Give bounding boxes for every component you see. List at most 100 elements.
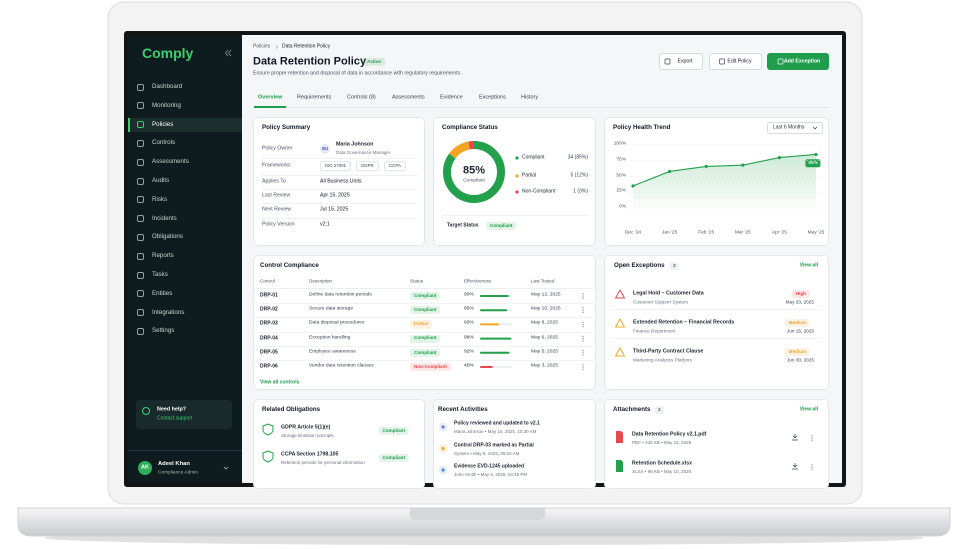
- range-select[interactable]: [767, 122, 823, 134]
- legend-label: Non-Compliant: [522, 188, 556, 195]
- nav-icon: [137, 177, 144, 185]
- nav-active-bg: [129, 117, 242, 132]
- effectiveness-label: 90%: [464, 292, 474, 298]
- row-divider: [253, 345, 596, 347]
- activity-meta: John Smith • May 6, 2025, 04:45 PM: [454, 471, 528, 477]
- legend-label: Compliant: [522, 154, 545, 161]
- obligation-subtitle: Storage limitation principle: [281, 432, 334, 438]
- table-header-line: [253, 288, 596, 289]
- y-tick-label: 50%: [616, 173, 626, 179]
- card-title: Related Obligations: [262, 405, 321, 413]
- exception-title: Extended Retention – Financial Records: [633, 319, 735, 326]
- y-tick-label: 25%: [616, 188, 626, 194]
- tab-border: [253, 107, 829, 108]
- action-button[interactable]: [767, 53, 829, 70]
- action-button[interactable]: [709, 53, 762, 70]
- action-button[interactable]: [659, 53, 703, 70]
- exception-date: Jun 30, 2025: [786, 357, 814, 363]
- owner-avatar: [320, 144, 330, 154]
- priority-chip: High: [791, 289, 810, 299]
- column-header: Description: [309, 278, 332, 284]
- x-tick-label: Dec '24: [624, 230, 642, 236]
- card-link[interactable]: View all: [799, 406, 818, 413]
- exception-subtitle: Marketing Analytics Platform: [633, 357, 693, 363]
- breadcrumb[interactable]: Policies: [253, 43, 271, 50]
- activity-meta: System • May 8, 2025, 09:15 AM: [454, 450, 520, 456]
- tab[interactable]: Controls (8): [347, 94, 376, 101]
- exception-subtitle: Finance Department: [633, 328, 676, 334]
- nav-item[interactable]: Tasks: [152, 270, 168, 278]
- nav-item[interactable]: Settings: [152, 327, 175, 335]
- row-divider: [262, 188, 417, 190]
- nav-item[interactable]: Assessments: [152, 158, 189, 166]
- control-id: DRP-02: [260, 306, 278, 313]
- nav-item[interactable]: Obligations: [152, 233, 183, 241]
- help-link[interactable]: Contact support: [157, 415, 193, 422]
- action-label[interactable]: Export: [677, 57, 693, 64]
- row-divider: [253, 331, 596, 333]
- row-divider: [262, 174, 417, 176]
- nav-item[interactable]: Controls: [152, 139, 176, 147]
- framework-chip: CCPA: [384, 161, 406, 171]
- attachment-meta: XLSX • 98 KB • May 10, 2025: [632, 468, 692, 474]
- obligation-subtitle: Retention periods for personal informati…: [281, 459, 365, 465]
- x-tick-label: May '25: [807, 230, 825, 236]
- activity-title: Evidence EVD-1245 uploaded: [454, 463, 525, 470]
- x-tick-label: Apr '25: [771, 230, 787, 236]
- tab[interactable]: Assessments: [392, 94, 425, 101]
- control-description: Vendor data retention clauses: [309, 363, 374, 369]
- framework-chip: GDPR: [356, 161, 379, 171]
- nav-item[interactable]: Integrations: [152, 308, 185, 316]
- action-label[interactable]: Add Exception: [783, 57, 821, 64]
- card-link[interactable]: View all: [799, 262, 818, 269]
- related-obligations-card: [253, 399, 425, 489]
- action-label[interactable]: Edit Policy: [727, 57, 752, 64]
- activity-title: Control DRP-03 marked as Partial: [454, 442, 534, 448]
- tab[interactable]: Overview: [258, 94, 283, 101]
- nav-item[interactable]: Incidents: [152, 214, 177, 222]
- control-id: DRP-04: [260, 335, 278, 342]
- exception-subtitle: Customer Support System: [633, 299, 688, 305]
- nav-icon: [137, 158, 144, 166]
- nav-item[interactable]: Reports: [152, 252, 174, 260]
- nav-item[interactable]: Audits: [152, 176, 170, 184]
- control-description: Data disposal procedures: [309, 320, 365, 326]
- count-chip: 3: [670, 262, 679, 270]
- range-label[interactable]: Last 6 Months: [773, 124, 805, 131]
- card-title: Compliance Status: [442, 123, 498, 131]
- tab[interactable]: Exceptions: [479, 94, 506, 101]
- owner-initials: MJ: [322, 145, 328, 151]
- nav-item[interactable]: Risks: [152, 195, 168, 203]
- nav-item[interactable]: Policies: [152, 120, 174, 128]
- target-label: Target Status: [447, 222, 479, 229]
- tab[interactable]: Requirements: [297, 94, 332, 101]
- status-chip: Non-Compliant: [410, 362, 451, 372]
- row-divider: [253, 360, 596, 361]
- control-id: DRP-05: [260, 349, 278, 356]
- table-link[interactable]: View all controls: [260, 379, 300, 386]
- last-tested: May 8, 2025: [531, 320, 558, 326]
- status-chip: Compliant: [410, 348, 441, 357]
- status-chip: Partial: [410, 320, 433, 329]
- nav-icon: [137, 309, 144, 317]
- nav-icon: [137, 271, 144, 279]
- card-title: Recent Activities: [438, 405, 488, 413]
- user-name: Adeel Khan: [158, 461, 190, 468]
- breadcrumb-current: Data Retention Policy: [282, 43, 331, 50]
- tab[interactable]: History: [521, 94, 539, 101]
- tab[interactable]: Evidence: [440, 94, 463, 101]
- nav-item[interactable]: Dashboard: [152, 82, 183, 90]
- health-trend-card: [604, 117, 829, 246]
- owner-name: Maria Johnson: [336, 141, 374, 148]
- nav-item[interactable]: Entities: [152, 289, 173, 297]
- tab-underline: [254, 106, 286, 108]
- row-divider: [612, 338, 821, 339]
- nav-icon: [137, 290, 144, 298]
- nav-item[interactable]: Monitoring: [152, 101, 181, 109]
- nav-icon: [137, 252, 144, 260]
- row-divider: [612, 309, 821, 310]
- control-description: Secure data storage: [309, 306, 354, 312]
- card-title: Policy Summary: [262, 123, 311, 131]
- exception-date: May 20, 2025: [785, 299, 814, 305]
